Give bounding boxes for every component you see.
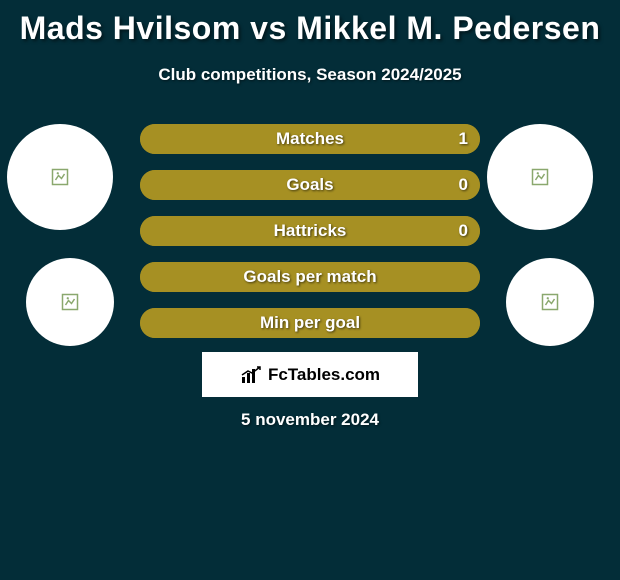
broken-image-icon bbox=[531, 168, 549, 186]
stat-label: Matches bbox=[140, 124, 480, 154]
stat-label: Goals per match bbox=[140, 262, 480, 292]
chart-icon bbox=[240, 365, 264, 385]
stat-row-hattricks: Hattricks 0 bbox=[140, 216, 480, 246]
avatar-player2-primary bbox=[487, 124, 593, 230]
broken-image-icon bbox=[61, 293, 79, 311]
avatar-player2-secondary bbox=[506, 258, 594, 346]
stat-value-right: 0 bbox=[459, 170, 468, 200]
branding-text: FcTables.com bbox=[268, 365, 380, 385]
date-text: 5 november 2024 bbox=[0, 410, 620, 430]
stat-row-goals-per-match: Goals per match bbox=[140, 262, 480, 292]
stat-row-matches: Matches 1 bbox=[140, 124, 480, 154]
page-subtitle: Club competitions, Season 2024/2025 bbox=[0, 65, 620, 85]
stats-container: Matches 1 Goals 0 Hattricks 0 Goals per … bbox=[140, 124, 480, 354]
stat-label: Goals bbox=[140, 170, 480, 200]
stat-value-right: 1 bbox=[459, 124, 468, 154]
stat-row-goals: Goals 0 bbox=[140, 170, 480, 200]
broken-image-icon bbox=[541, 293, 559, 311]
broken-image-icon bbox=[51, 168, 69, 186]
page-title: Mads Hvilsom vs Mikkel M. Pedersen bbox=[0, 0, 620, 47]
stat-label: Min per goal bbox=[140, 308, 480, 338]
stat-value-right: 0 bbox=[459, 216, 468, 246]
branding-box: FcTables.com bbox=[202, 352, 418, 397]
avatar-player1-secondary bbox=[26, 258, 114, 346]
stat-label: Hattricks bbox=[140, 216, 480, 246]
stat-row-min-per-goal: Min per goal bbox=[140, 308, 480, 338]
avatar-player1-primary bbox=[7, 124, 113, 230]
